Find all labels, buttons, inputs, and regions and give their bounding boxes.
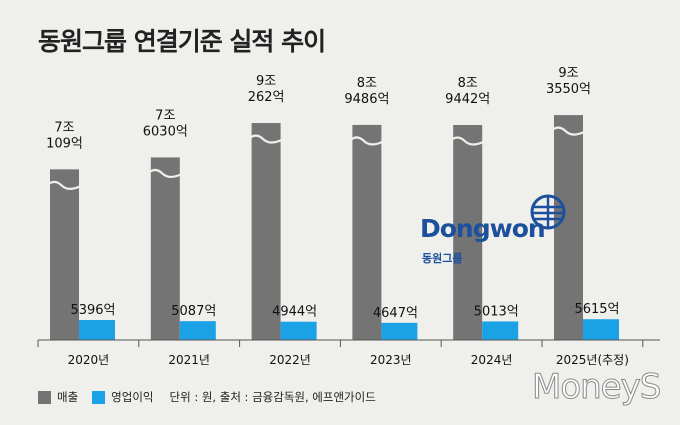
brand-subtitle: 동원그룹 [422, 252, 463, 265]
axis-break-mark [46, 180, 83, 190]
x-tick-label: 2022년 [269, 353, 311, 367]
revenue-label-billion: 9442억 [445, 92, 490, 107]
x-tick-label: 2025년(추정) [556, 353, 629, 367]
revenue-label-trillion: 7조 [54, 120, 74, 135]
operating-profit-label: 5396억 [70, 303, 115, 318]
operating-profit-bar [381, 322, 418, 340]
operating-profit-bar [79, 320, 115, 340]
operating-profit-bar [280, 321, 317, 340]
x-tick-label: 2021년 [168, 353, 210, 367]
axis-break-mark [348, 136, 385, 146]
revenue-label-trillion: 9조 [558, 66, 578, 81]
x-tick-label: 2024년 [471, 353, 513, 367]
revenue-label-billion: 9486억 [344, 92, 389, 107]
unit-source-note: 단위 : 원, 출처 : 금융감독원, 에프앤가이드 [169, 390, 376, 404]
operating-profit-bar [482, 321, 519, 340]
revenue-label-billion: 3550억 [546, 82, 591, 97]
axis-break-mark [550, 126, 587, 136]
operating-profit-label: 5087억 [171, 304, 216, 319]
x-tick-label: 2020년 [68, 353, 110, 367]
legend-label-operating-profit: 영업이익 [111, 390, 154, 404]
legend-item-operating-profit: 영업이익 [92, 389, 154, 405]
dongwon-brand-logo: Dongwon 동원그룹 [420, 194, 570, 274]
revenue-label-trillion: 8조 [357, 76, 377, 91]
revenue-label-billion: 6030억 [143, 124, 188, 139]
chart-title: 동원그룹 연결기준 실적 추이 [38, 27, 326, 56]
revenue-label-trillion: 7조 [155, 108, 175, 123]
moneys-watermark: MoneyS [531, 367, 661, 408]
operating-profit-label: 4647억 [373, 306, 418, 321]
legend-item-revenue: 매출 [38, 389, 78, 405]
axis-break-mark [449, 136, 486, 146]
operating-profit-label: 5013억 [474, 304, 519, 319]
revenue-bar [50, 169, 79, 340]
revenue-label-billion: 262억 [248, 90, 285, 105]
legend-label-revenue: 매출 [57, 390, 79, 404]
revenue-bar [352, 124, 382, 340]
globe-logo-icon [530, 194, 566, 230]
legend-swatch-operating-profit [92, 390, 106, 404]
legend: 매출 영업이익 단위 : 원, 출처 : 금융감독원, 에프앤가이드 [38, 389, 376, 405]
legend-swatch-revenue [38, 390, 51, 404]
revenue-label-billion: 109억 [46, 136, 83, 151]
brand-wordmark: Dongwon [420, 214, 546, 243]
axis-break-mark [247, 134, 285, 144]
revenue-bar [554, 115, 583, 341]
revenue-label-trillion: 8조 [458, 76, 478, 91]
axis-break-mark [147, 168, 184, 179]
operating-profit-bar [179, 321, 216, 340]
x-tick-label: 2023년 [370, 353, 412, 367]
revenue-bar [453, 125, 483, 340]
revenue-bar [251, 123, 281, 340]
operating-profit-bar [583, 319, 619, 340]
operating-profit-label: 5615억 [574, 302, 619, 317]
revenue-label-trillion: 9조 [256, 74, 276, 89]
operating-profit-label: 4944억 [272, 305, 317, 320]
revenue-bar [150, 157, 180, 340]
